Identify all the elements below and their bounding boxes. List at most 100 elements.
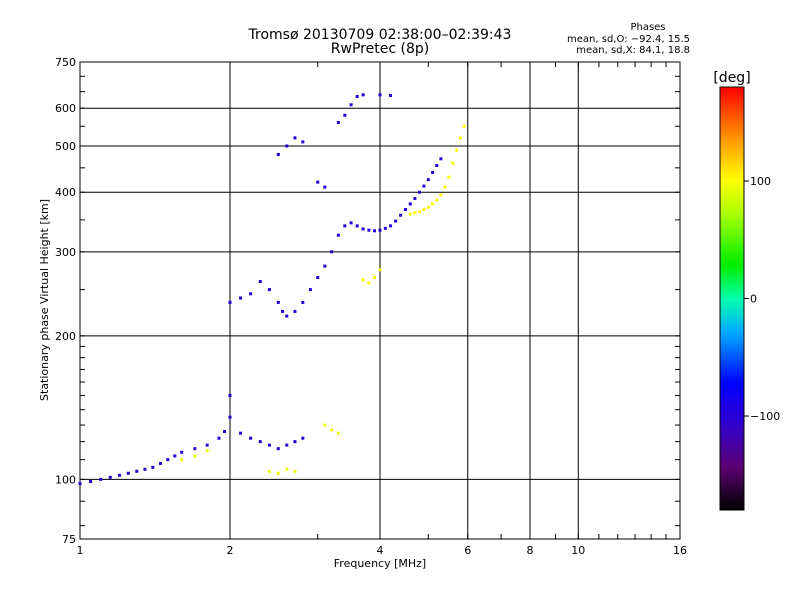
data-points bbox=[78, 93, 466, 486]
data-point bbox=[281, 309, 285, 313]
data-point bbox=[330, 250, 334, 254]
data-point bbox=[285, 314, 289, 318]
data-point bbox=[301, 436, 305, 440]
data-point bbox=[367, 228, 371, 232]
data-point bbox=[361, 227, 365, 231]
y-tick-label: 200 bbox=[55, 330, 76, 343]
x-axis-label: Frequency [MHz] bbox=[334, 557, 426, 570]
data-point bbox=[285, 467, 289, 471]
data-point bbox=[126, 471, 130, 475]
grid-lines bbox=[80, 62, 680, 539]
data-point bbox=[276, 471, 280, 475]
data-point bbox=[426, 178, 430, 182]
data-point bbox=[205, 448, 209, 452]
data-point bbox=[443, 185, 447, 189]
data-point bbox=[455, 148, 459, 152]
data-point bbox=[316, 276, 320, 280]
data-point bbox=[383, 226, 387, 230]
x-tick-label: 4 bbox=[377, 544, 384, 557]
data-point bbox=[435, 164, 439, 168]
data-point bbox=[205, 443, 209, 447]
data-point bbox=[439, 193, 443, 197]
data-point bbox=[330, 428, 334, 432]
data-point bbox=[435, 198, 439, 202]
x-tick-label: 2 bbox=[227, 544, 234, 557]
data-point bbox=[267, 443, 271, 447]
data-point bbox=[462, 124, 466, 128]
data-point bbox=[355, 94, 359, 98]
colorbar-ticks: 100 0 −100 bbox=[744, 175, 780, 423]
data-point bbox=[99, 477, 103, 481]
data-point bbox=[158, 461, 162, 465]
data-point bbox=[293, 440, 297, 444]
y-tick-label: 600 bbox=[55, 102, 76, 115]
data-point bbox=[408, 212, 412, 216]
data-point bbox=[228, 393, 232, 397]
data-point bbox=[193, 447, 197, 451]
data-point bbox=[413, 197, 417, 201]
data-point bbox=[228, 300, 232, 304]
data-point bbox=[408, 202, 412, 206]
data-point bbox=[394, 219, 398, 223]
data-point bbox=[378, 228, 382, 232]
data-point bbox=[293, 136, 297, 140]
data-point bbox=[217, 436, 221, 440]
data-point bbox=[108, 475, 112, 479]
x-tick-label: 1 bbox=[77, 544, 84, 557]
data-point bbox=[301, 140, 305, 144]
data-point bbox=[89, 479, 93, 483]
data-point bbox=[276, 300, 280, 304]
data-point bbox=[373, 276, 377, 280]
y-axis: 75 100 200 300 400 500 600 750 bbox=[55, 56, 680, 546]
data-point bbox=[285, 443, 289, 447]
info-line-x: mean, sd,X: 84.1, 18.8 bbox=[576, 45, 690, 56]
y-tick-label: 500 bbox=[55, 140, 76, 153]
colorbar bbox=[719, 86, 745, 511]
data-point bbox=[276, 447, 280, 451]
data-point bbox=[336, 233, 340, 237]
data-point bbox=[431, 202, 435, 206]
data-point bbox=[301, 300, 305, 304]
data-point bbox=[316, 180, 320, 184]
data-point bbox=[361, 278, 365, 282]
y-axis-label: Stationary phase Virtual Height [km] bbox=[38, 199, 51, 401]
data-point bbox=[249, 436, 253, 440]
data-point bbox=[249, 292, 253, 296]
data-point bbox=[378, 93, 382, 97]
data-point bbox=[135, 469, 139, 473]
data-point bbox=[78, 482, 82, 486]
data-point bbox=[439, 157, 443, 161]
data-point bbox=[239, 431, 243, 435]
y-tick-label: 300 bbox=[55, 246, 76, 259]
data-point bbox=[389, 94, 393, 98]
x-tick-label: 10 bbox=[571, 544, 585, 557]
data-point bbox=[293, 469, 297, 473]
data-point bbox=[173, 454, 177, 458]
y-tick-label: 100 bbox=[55, 473, 76, 486]
chart-subtitle: RwPretec (8p) bbox=[331, 41, 429, 57]
data-point bbox=[285, 144, 289, 148]
data-point bbox=[431, 170, 435, 174]
data-point bbox=[399, 213, 403, 217]
data-point bbox=[349, 103, 353, 107]
data-point bbox=[223, 430, 227, 434]
data-point bbox=[336, 431, 340, 435]
colorbar-tick-label: −100 bbox=[750, 410, 780, 423]
data-point bbox=[180, 458, 184, 462]
x-tick-label: 8 bbox=[527, 544, 534, 557]
data-point bbox=[417, 190, 421, 194]
data-point bbox=[389, 224, 393, 228]
chart-title: Tromsø 20130709 02:38:00–02:39:43 bbox=[248, 27, 512, 43]
data-point bbox=[267, 469, 271, 473]
data-point bbox=[258, 279, 262, 283]
info-heading: Phases bbox=[630, 22, 665, 33]
data-point bbox=[403, 207, 407, 211]
data-point bbox=[343, 113, 347, 117]
data-point bbox=[323, 264, 327, 268]
data-point bbox=[343, 224, 347, 228]
data-point bbox=[367, 281, 371, 285]
data-point bbox=[361, 93, 365, 97]
data-point bbox=[378, 268, 382, 272]
data-point bbox=[293, 309, 297, 313]
